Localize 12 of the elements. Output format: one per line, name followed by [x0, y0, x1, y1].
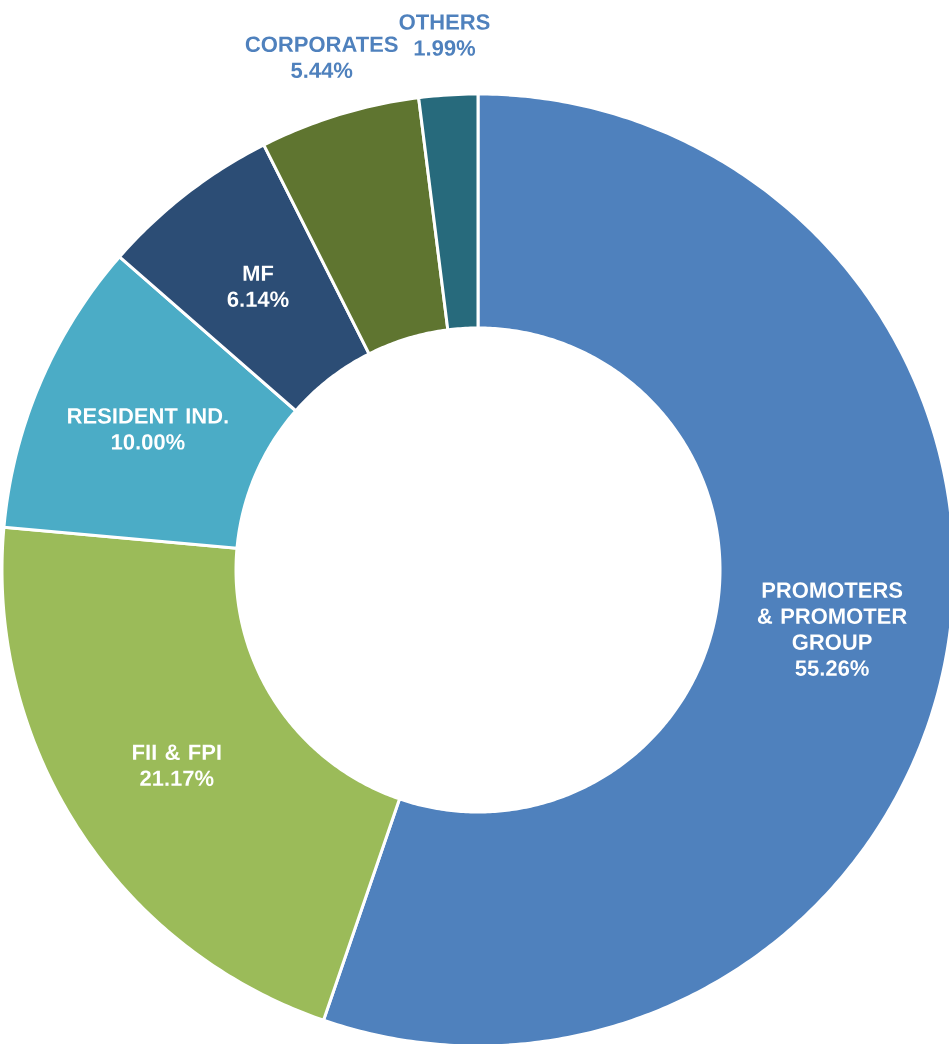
- data-label: 55.26%: [795, 660, 869, 676]
- data-label: 6.14%: [227, 291, 289, 307]
- data-label: 10.00%: [111, 434, 185, 450]
- slice-label: RESIDENT IND.: [68, 408, 228, 424]
- data-label: 5.44%: [291, 62, 353, 79]
- data-label: 21.17%: [140, 770, 214, 786]
- slice-label: FII & FPI: [133, 744, 221, 761]
- slice-label: CORPORATES: [245, 36, 398, 53]
- slice-label: MF: [243, 265, 274, 281]
- data-label: 1.99%: [414, 40, 476, 56]
- slice-label: OTHERS: [399, 14, 490, 30]
- slice-label: PROMOTERS & PROMOTER GROUP: [757, 582, 907, 650]
